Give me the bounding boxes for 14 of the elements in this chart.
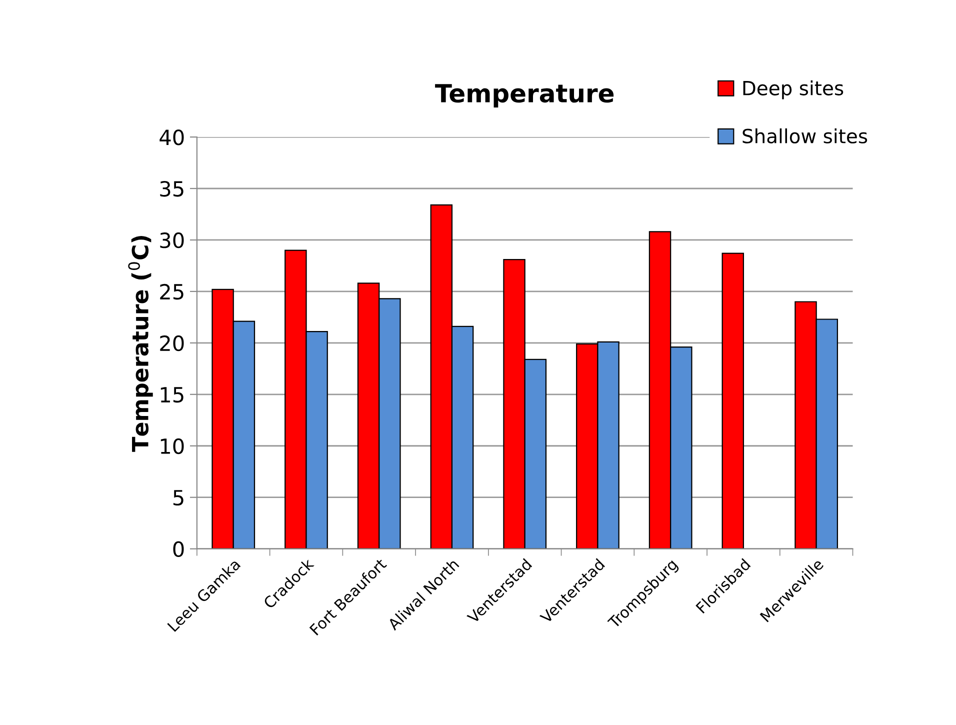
y-tick-label: 40 (160, 129, 184, 146)
bar (722, 252, 744, 549)
legend-label: Shallow sites (742, 128, 868, 144)
y-tick-label: 15 (160, 387, 184, 403)
y-tick-label: 0 (173, 541, 184, 558)
y-tick-label: 20 (160, 335, 184, 352)
y-axis-title: Temperature ($^{0}$C) (128, 236, 153, 452)
y-tick-label: 30 (160, 232, 184, 248)
legend-label: Deep sites (743, 80, 844, 100)
y-tick-label: 25 (160, 284, 184, 300)
y-tick-label: 5 (173, 490, 184, 506)
chart-title: Temperature (435, 84, 614, 108)
y-tick-label: 35 (160, 180, 184, 197)
y-tick-label: 10 (160, 438, 184, 454)
